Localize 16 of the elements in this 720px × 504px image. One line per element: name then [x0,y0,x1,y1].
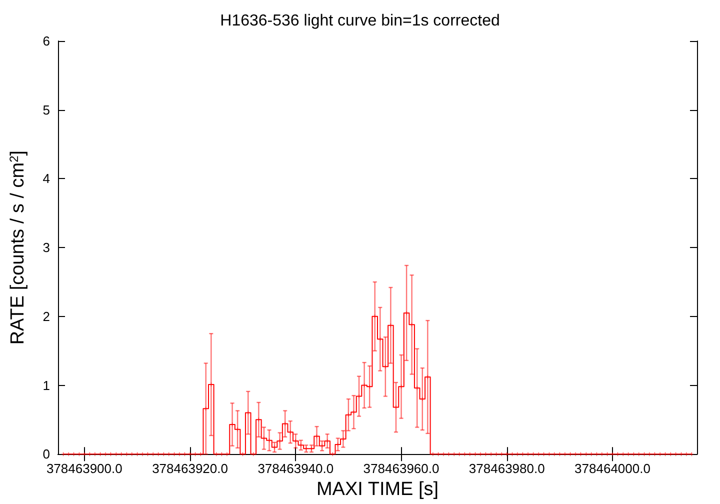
x-tick-label: 378463900.0 [46,461,122,476]
x-tick-label: 378464000.0 [574,461,650,476]
y-tick-label: 1 [42,378,50,393]
y-tick-label: 5 [42,102,50,118]
x-axis-title: MAXI TIME [s] [316,479,439,500]
x-tick-label: 378463980.0 [468,461,545,476]
x-tick-label: 378463940.0 [258,461,334,476]
y-tick-label: 2 [42,308,50,324]
y-tick-label: 0 [42,446,50,462]
chart-title: H1636-536 light curve bin=1s corrected [220,12,500,30]
y-axis-title: RATE [counts / s / cm2] [7,150,28,345]
x-tick-label: 378463920.0 [152,461,228,476]
y-tick-label: 6 [42,34,50,48]
y-tick-label: 4 [42,171,50,186]
x-tick-label: 378463960.0 [363,461,440,476]
y-tick-label: 3 [42,240,50,256]
